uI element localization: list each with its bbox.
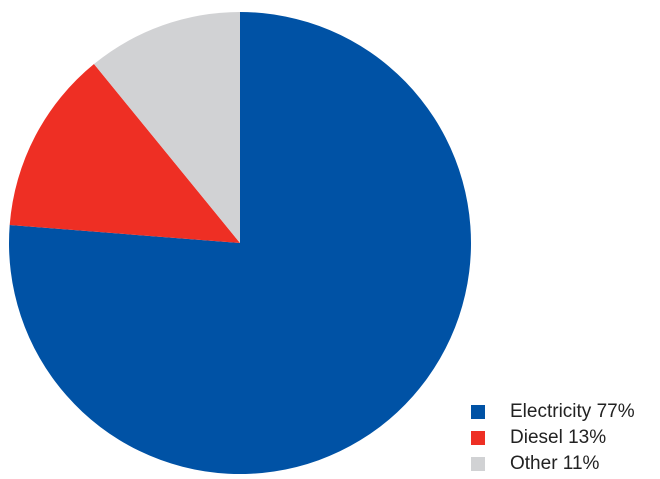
- legend-label-diesel: Diesel 13%: [510, 427, 607, 448]
- legend-swatch-electricity: [471, 405, 485, 419]
- pie-slice-electricity: [9, 12, 472, 474]
- legend-item-electricity: Electricity 77%: [471, 399, 656, 425]
- legend-swatch-diesel: [471, 431, 485, 445]
- pie-slice-other: [93, 12, 240, 243]
- legend: Electricity 77% Diesel 13% Other 11%: [471, 399, 656, 477]
- legend-label-electricity: Electricity 77%: [510, 401, 635, 422]
- legend-item-other: Other 11%: [471, 451, 656, 477]
- pie-slice-diesel: [9, 64, 241, 243]
- legend-label-other: Other 11%: [510, 453, 600, 474]
- pie-chart: [9, 12, 472, 474]
- legend-item-diesel: Diesel 13%: [471, 425, 656, 451]
- legend-swatch-other: [471, 457, 485, 471]
